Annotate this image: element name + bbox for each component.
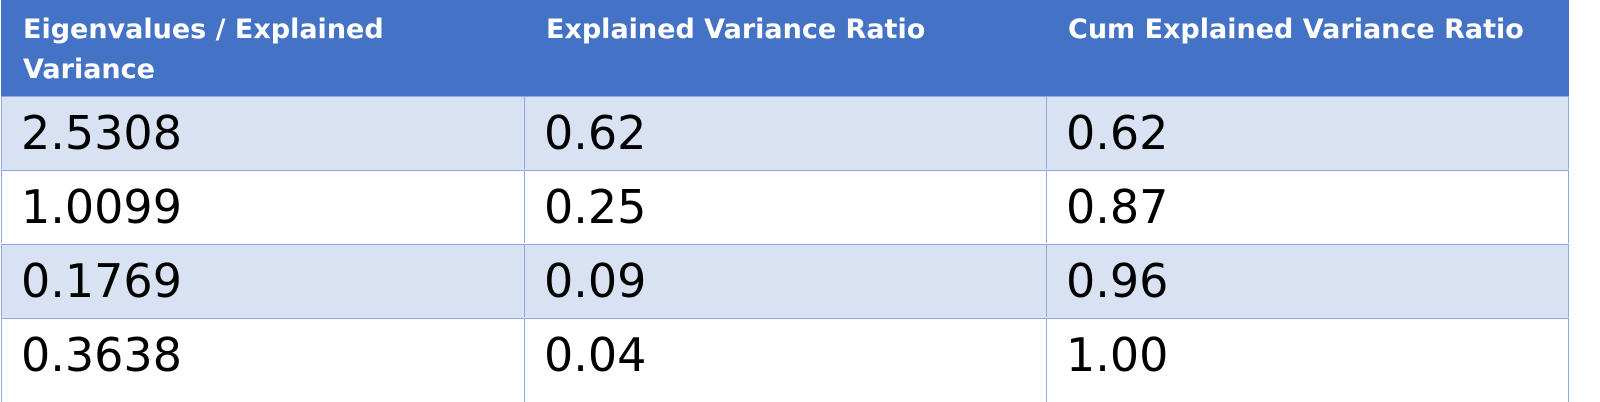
- header-eigenvalues: Eigenvalues / Explained Variance: [23, 14, 384, 85]
- header-explained-variance-ratio: Explained Variance Ratio: [546, 14, 926, 45]
- cell-variance-ratio: 0.09: [524, 245, 1046, 317]
- cell-cum-variance-ratio: 0.87: [1046, 171, 1569, 243]
- cell-variance-ratio: 0.04: [524, 319, 1046, 402]
- cell-cum-variance-ratio: 0.62: [1046, 97, 1569, 169]
- cell-eigenvalue: 2.5308: [1, 97, 524, 169]
- table-row: 2.5308 0.62 0.62: [1, 96, 1569, 170]
- cell-eigenvalue: 0.1769: [1, 245, 524, 317]
- cell-cum-variance-ratio: 1.00: [1046, 319, 1569, 402]
- cell-eigenvalue: 1.0099: [1, 171, 524, 243]
- header-cum-explained-variance-ratio: Cum Explained Variance Ratio: [1068, 14, 1524, 45]
- cell-variance-ratio: 0.62: [524, 97, 1046, 169]
- table-row: 1.0099 0.25 0.87: [1, 170, 1569, 244]
- cell-cum-variance-ratio: 0.96: [1046, 245, 1569, 317]
- table-row: 0.1769 0.09 0.96: [1, 244, 1569, 318]
- table-header-row: Eigenvalues / Explained Variance Explain…: [1, 0, 1569, 96]
- table-row: 0.3638 0.04 1.00: [1, 318, 1569, 402]
- cell-variance-ratio: 0.25: [524, 171, 1046, 243]
- cell-eigenvalue: 0.3638: [1, 319, 524, 402]
